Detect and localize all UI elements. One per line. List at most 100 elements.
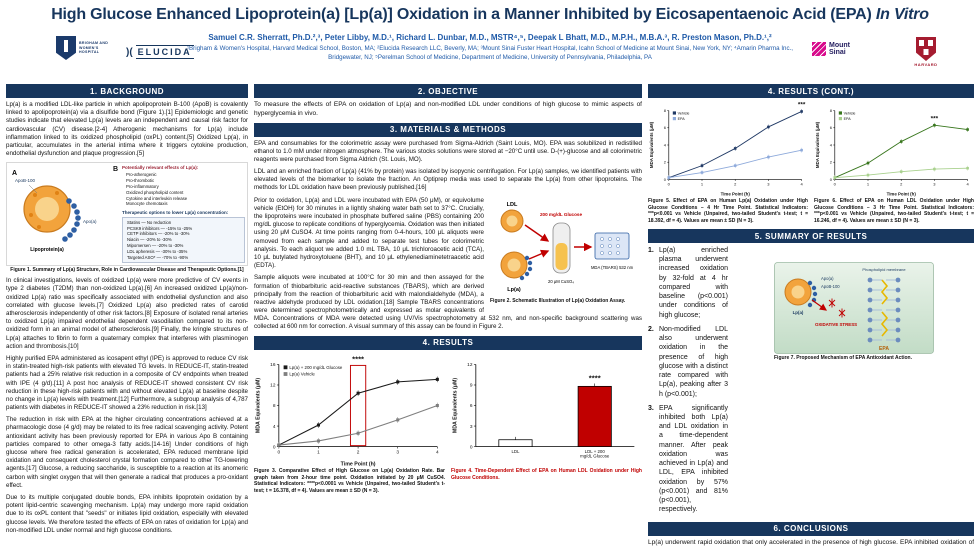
- figure1-lpa-structure-diagram: A ApoB-100 Apo(: [12, 170, 97, 253]
- list-item: Monocyte chemotaxis: [126, 201, 168, 207]
- methods-paragraph: Sample aliquots were incubated at 100°C …: [254, 274, 642, 331]
- poster-title: High Glucose Enhanced Lipoprotein(a) [Lp…: [0, 6, 980, 24]
- results-figures-row: 0 4 8 12 16 Time Point (h) MDA Equivalents (μM…: [254, 353, 642, 498]
- svg-text:4: 4: [966, 181, 969, 186]
- list-item: Targeted ASO* — -70% to -90%: [127, 254, 189, 260]
- figure1: A ApoB-100 Apo(: [6, 162, 248, 273]
- figure2-ldl-label: LDL: [507, 202, 518, 208]
- list-item: Statins — No reduction: [127, 219, 172, 225]
- svg-text:0: 0: [470, 444, 473, 450]
- svg-text:16: 16: [270, 362, 276, 368]
- figure5-line-chart: 0 2 4 6 8 Time Point (h) MDA Equivalents (μM) 0…: [649, 102, 806, 197]
- svg-text:3: 3: [396, 449, 399, 455]
- figure6-line-chart: 0 2 4 6 8 Time Point (h) MDA Equivalents (μM) 0…: [815, 108, 970, 196]
- svg-text:Vehicle: Vehicle: [844, 111, 856, 115]
- svg-text:6: 6: [470, 403, 473, 409]
- summary-section-header: 5. SUMMARY OF RESULTS: [648, 229, 974, 243]
- svg-text:1: 1: [317, 449, 320, 455]
- figure7-membrane-label: Phospholipid membrane: [862, 267, 906, 272]
- list-item: Cytokine and interleukin release: [126, 195, 188, 201]
- elucida-logo-text: ELUCIDA: [135, 45, 194, 59]
- svg-text:EPA: EPA: [844, 117, 852, 121]
- brigham-logo: BRIGHAM AND WOMEN'S HOSPITAL: [56, 36, 118, 60]
- svg-text:3: 3: [933, 181, 936, 186]
- svg-text:0: 0: [278, 449, 281, 455]
- brigham-logo-text: BRIGHAM AND WOMEN'S HOSPITAL: [79, 41, 109, 55]
- background-paragraph: Lp(a) is a modified LDL-like particle in…: [6, 101, 248, 158]
- svg-text:0: 0: [664, 177, 667, 182]
- list-item: Pro-thrombotic: [126, 178, 155, 184]
- svg-text:***: ***: [931, 115, 939, 122]
- figure1-apob-label: ApoB-100: [15, 178, 36, 183]
- figure7-lpa-label: Lp(a): [793, 310, 804, 315]
- membrane-graphic: [867, 277, 901, 343]
- svg-text:2: 2: [664, 160, 667, 165]
- svg-text:****: ****: [352, 354, 364, 363]
- svg-text:4: 4: [664, 142, 667, 147]
- brigham-shield-icon: [56, 36, 76, 60]
- free-radical-icons: [828, 298, 846, 318]
- figure5-caption: Figure 5. Effect of EPA on Human Lp(a) O…: [648, 198, 808, 224]
- results-cont-section-header: 4. RESULTS (CONT.): [648, 84, 974, 98]
- svg-text:3: 3: [767, 181, 770, 186]
- harvard-logo-text: HARVARD: [914, 62, 938, 67]
- figure7-caption: Figure 7. Proposed Mechanism of EPA Anti…: [774, 355, 912, 361]
- svg-text:2: 2: [900, 181, 903, 186]
- list-item: EPA significantly inhibited both Lp(a) a…: [648, 404, 728, 514]
- section-right: 4. RESULTS (CONT.) 0 2 4 6 8 Time Point (h) MD…: [648, 84, 974, 547]
- svg-text:8: 8: [830, 108, 833, 113]
- authors-line: Samuel C.R. Sherratt, Ph.D.²,³, Peter Li…: [208, 33, 772, 42]
- background-paragraph: In clinical investigations, levels of ox…: [6, 277, 248, 350]
- section-middle: 2. OBJECTIVE To measure the effects of E…: [254, 84, 642, 547]
- list-item: Non-modified LDL also underwent oxidatio…: [648, 325, 728, 398]
- svg-text:Time Point (h): Time Point (h): [721, 191, 751, 196]
- figure7-epa-label: EPA: [879, 346, 889, 352]
- list-item: Mipomersen — -20% to -30%: [127, 242, 184, 248]
- summary-list: Lp(a) enriched plasma underwent increase…: [648, 246, 728, 520]
- svg-text:***: ***: [798, 102, 806, 109]
- svg-text:****: ****: [589, 373, 601, 382]
- svg-text:MDA Equivalents (μM): MDA Equivalents (μM): [649, 121, 654, 168]
- svg-text:0: 0: [834, 181, 837, 186]
- harvard-logo: HARVARD: [908, 37, 944, 67]
- figure1-effects-title: Potentially relevant effects of Lp(a):: [122, 165, 199, 171]
- svg-text:MDA Equivalents (μM): MDA Equivalents (μM): [815, 121, 820, 168]
- methods-paragraph: LDL and an enriched fraction of Lp(a) (4…: [254, 168, 642, 192]
- poster-header: High Glucose Enhanced Lipoprotein(a) [Lp…: [0, 0, 980, 82]
- objective-text: To measure the effects of EPA on oxidati…: [254, 101, 642, 117]
- mount-sinai-logo-text: Mount Sinai: [829, 42, 850, 57]
- figure2-lpa-label: Lp(a): [507, 287, 521, 293]
- svg-text:4: 4: [273, 423, 276, 429]
- svg-text:6: 6: [664, 125, 667, 130]
- svg-text:4: 4: [830, 142, 833, 147]
- svg-text:Lp(a) Vehicle: Lp(a) Vehicle: [289, 371, 315, 376]
- methods-paragraph: Prior to oxidation, Lp(a) and LDL were i…: [254, 196, 484, 270]
- list-item: Lp(a) enriched plasma underwent increase…: [648, 246, 728, 319]
- svg-text:9: 9: [470, 382, 473, 388]
- figure7-oxidative-stress-label: OXIDATIVE STRESS: [815, 322, 857, 327]
- figure7-apoa-label: Apo(a): [821, 276, 834, 281]
- figure7: Apo(a) ApoB-100 Lp(a) OXIDATIVE STRESS: [774, 262, 934, 504]
- list-item: PCSK9 inhibitors — -15% to -25%: [127, 225, 193, 231]
- elucida-mark-icon: )(: [126, 46, 133, 58]
- background-paragraph: The reduction in risk with EPA at the hi…: [6, 416, 248, 489]
- svg-text:Time Point (h): Time Point (h): [341, 461, 376, 467]
- objective-section-header: 2. OBJECTIVE: [254, 84, 642, 98]
- figure1-panel-b: B Potentially relevant effects of Lp(a):…: [113, 165, 245, 263]
- svg-text:8: 8: [664, 108, 667, 113]
- summary-row: Lp(a) enriched plasma underwent increase…: [648, 246, 974, 520]
- svg-text:Lp(a) + 200 mg/dL Glucose: Lp(a) + 200 mg/dL Glucose: [289, 365, 343, 370]
- figure4-caption: Figure 4. Time-Dependent Effect of EPA o…: [451, 468, 642, 481]
- svg-text:Time Point (h): Time Point (h): [887, 191, 917, 196]
- background-paragraph: Due to its multiple conjugated double bo…: [6, 493, 248, 534]
- figure7-mechanism-diagram: Apo(a) ApoB-100 Lp(a) OXIDATIVE STRESS: [774, 262, 934, 354]
- svg-text:2: 2: [830, 160, 833, 165]
- results-cont-figures-row: 0 2 4 6 8 Time Point (h) MDA Equivalents (μM) 0…: [648, 101, 974, 227]
- figure1-apoa-label: Apo(a): [83, 219, 97, 224]
- svg-text:1: 1: [867, 181, 870, 186]
- figure4: 0 3 6 9 12 MDA Equivalents (μM) LDL LDL + 200 mg…: [451, 353, 642, 498]
- figure2-glucose-label: 200 mg/dL Glucose: [540, 212, 582, 217]
